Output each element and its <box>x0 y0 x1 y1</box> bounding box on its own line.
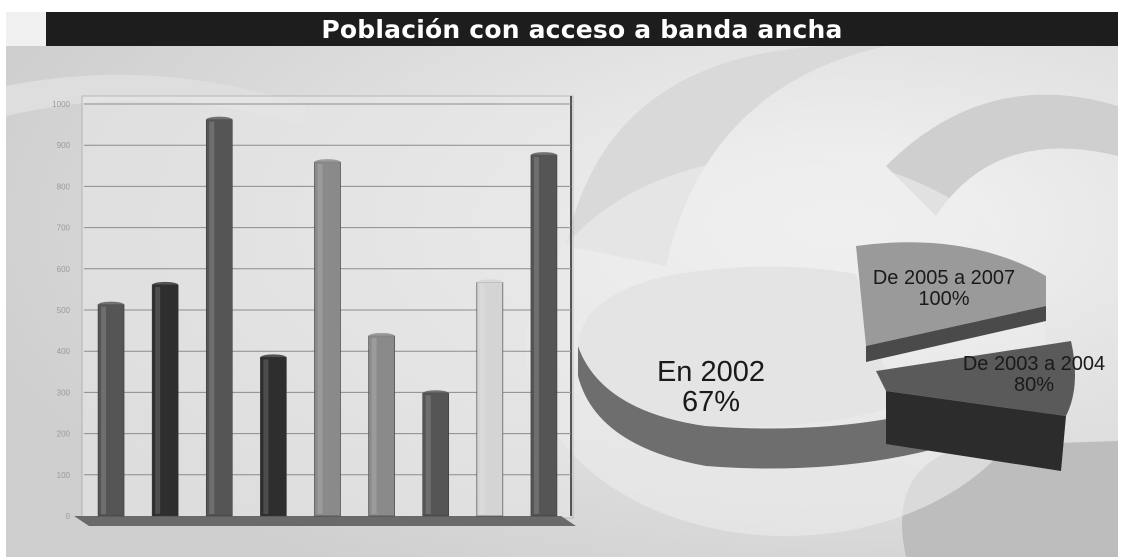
y-tick-label: 300 <box>57 388 71 397</box>
bar <box>530 154 558 517</box>
bar-cap <box>260 354 287 361</box>
bar-cap <box>152 281 179 288</box>
pie-slice-value: 67% <box>681 386 741 419</box>
y-tick-label: 1000 <box>52 100 70 109</box>
bar-cap <box>476 279 503 286</box>
y-tick-label: 500 <box>57 306 71 315</box>
infographic-frame: Población con acceso a banda ancha 0 100 2… <box>6 12 1118 557</box>
bar-cap <box>206 116 233 123</box>
pie-label-2002: En 2002 67% <box>636 357 786 418</box>
pie-slice-value: 100% <box>918 288 970 310</box>
y-tick-label: 800 <box>57 182 71 191</box>
chart-title: Población con acceso a banda ancha <box>46 12 1118 46</box>
bar-highlight <box>263 359 269 514</box>
pie-label-2005-2007: De 2005 a 2007 100% <box>844 268 1044 310</box>
bar-highlight <box>317 164 323 514</box>
bar-highlight <box>371 337 377 514</box>
pie-slice-2003-2004-side <box>886 391 1066 471</box>
bar <box>151 284 179 517</box>
pie-slice-value: 80% <box>1013 374 1055 396</box>
pie-slice-label: De 2003 a 2004 <box>962 353 1106 375</box>
bar-highlight <box>533 157 539 514</box>
bar <box>205 119 233 517</box>
title-corner-block <box>6 12 46 46</box>
y-tick-label: 100 <box>57 471 71 480</box>
bar-cap <box>422 390 449 397</box>
pie-slice-label: De 2005 a 2007 <box>872 267 1016 289</box>
pie-slice-2005-2007-side <box>866 306 1046 362</box>
bar-highlight <box>479 284 485 514</box>
pie-slice-2005-2007 <box>856 242 1046 346</box>
bar-cap <box>98 301 125 308</box>
pie-slice-label: En 2002 <box>656 356 766 388</box>
pie-slice-2003-2004 <box>876 341 1075 416</box>
background-arc-right <box>886 94 1118 216</box>
bar-highlight <box>101 306 107 514</box>
pie-slice-2002 <box>578 266 896 427</box>
pie-label-2003-2004: De 2003 a 2004 80% <box>934 354 1124 396</box>
y-tick-label: 0 <box>66 512 71 521</box>
bar-highlight <box>155 286 161 514</box>
bar-cap <box>314 159 341 166</box>
pie-chart <box>578 242 1075 471</box>
y-tick-label: 600 <box>57 265 71 274</box>
bar <box>260 357 287 517</box>
bar-highlight <box>425 395 431 514</box>
plot-floor <box>74 516 576 526</box>
y-tick-label: 700 <box>57 224 71 233</box>
bar-cap <box>368 332 395 339</box>
bar-cap <box>530 152 557 159</box>
bar <box>422 392 450 517</box>
bar-chart: 0 100 200 300 400 500 600 700 800 900 1000 <box>52 95 576 526</box>
bar <box>476 282 504 517</box>
y-tick-label: 900 <box>57 141 71 150</box>
bar <box>314 161 341 517</box>
y-tick-label: 400 <box>57 347 71 356</box>
bar <box>368 335 395 517</box>
y-tick-label: 200 <box>57 430 71 439</box>
bar-highlight <box>209 121 215 514</box>
pie-slice-2002-side <box>578 346 946 469</box>
